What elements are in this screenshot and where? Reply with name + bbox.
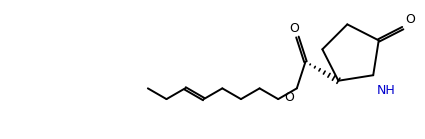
Text: O: O	[284, 91, 295, 104]
Text: O: O	[405, 13, 415, 26]
Text: NH: NH	[377, 84, 396, 97]
Text: O: O	[289, 22, 299, 34]
